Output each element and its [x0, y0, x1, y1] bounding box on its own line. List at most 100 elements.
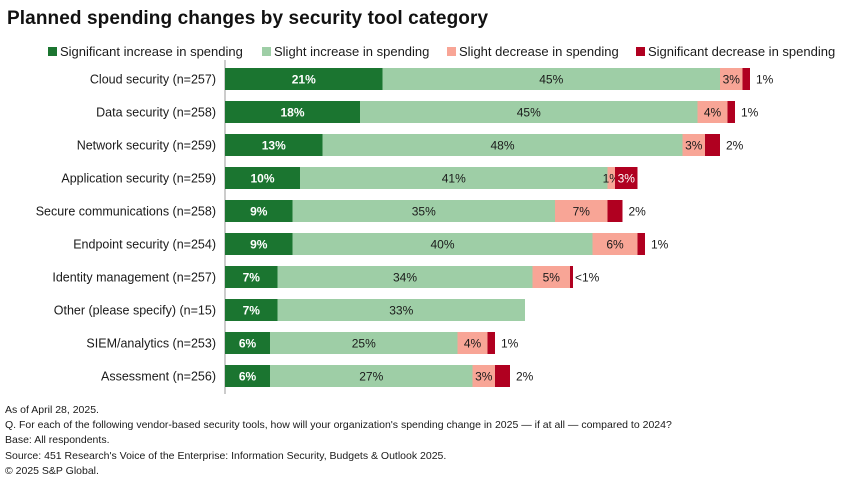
footer-question: Q. For each of the following vendor-base…: [5, 419, 672, 432]
data-label-significant-decrease-in-spending: 1%: [501, 337, 519, 351]
bar-segment-slight-increase-in-spending: [382, 68, 720, 90]
legend-label: Slight decrease in spending: [459, 44, 619, 59]
data-label-slight-increase-in-spending: 34%: [393, 271, 417, 285]
bar-segment-slight-increase-in-spending: [322, 134, 683, 156]
bar-segment-significant-increase-in-spending: [225, 68, 383, 90]
bar-segment-significant-increase-in-spending: [225, 266, 278, 288]
bar-row-application-security: Application security (n=259) 10% 41% 1%3%: [61, 167, 638, 189]
bar-segment-significant-decrease-in-spending: [742, 68, 750, 90]
footer-base: Base: All respondents.: [5, 434, 110, 447]
bar-segment-significant-decrease-in-spending: [487, 332, 495, 354]
bar-segment-slight-decrease-in-spending: [555, 200, 608, 222]
data-label-significant-increase-in-spending: 13%: [262, 139, 286, 153]
chart-title: Planned spending changes by security too…: [7, 8, 489, 29]
footer-notes: As of April 28, 2025. Q. For each of the…: [5, 403, 672, 479]
bar-segment-significant-decrease-in-spending: [705, 134, 720, 156]
legend-label: Significant decrease in spending: [648, 44, 836, 59]
legend-label: Slight increase in spending: [274, 44, 430, 59]
category-label: Endpoint security (n=254): [73, 238, 216, 252]
legend-item-significant-increase: Significant increase in spending: [48, 44, 243, 59]
bar-segment-significant-decrease-in-spending: [495, 365, 510, 387]
data-label-slight-increase-in-spending: 40%: [430, 238, 454, 252]
category-label: SIEM/analytics (n=253): [86, 337, 216, 351]
data-label-significant-increase-in-spending: 9%: [250, 238, 268, 252]
data-label-slight-decrease-in-spending: 3%: [685, 139, 703, 153]
data-label-slight-increase-in-spending: 45%: [517, 106, 541, 120]
legend-item-slight-decrease: Slight decrease in spending: [447, 44, 619, 59]
bar-segment-significant-decrease-in-spending: [727, 101, 735, 123]
bar-segment-slight-decrease-in-spending: [697, 101, 728, 123]
data-label-slight-decrease-in-spending: 5%: [543, 271, 561, 285]
category-label: Secure communications (n=258): [36, 205, 216, 219]
data-label-significant-increase-in-spending: 10%: [250, 172, 274, 186]
bar-segment-slight-increase-in-spending: [292, 233, 593, 255]
bar-segment-significant-decrease-in-spending: [570, 266, 573, 288]
bar-row-data-security: Data security (n=258) 18% 45% 4% 1%: [96, 101, 759, 123]
bar-segment-significant-increase-in-spending: [225, 134, 323, 156]
bar-segment-significant-increase-in-spending: [225, 167, 300, 189]
category-label: Identity management (n=257): [52, 271, 216, 285]
bar-segment-significant-increase-in-spending: [225, 332, 270, 354]
bar-segment-significant-increase-in-spending: [225, 233, 293, 255]
bar-segment-slight-decrease-in-spending: [682, 134, 705, 156]
bar-segment-slight-decrease-in-spending: [457, 332, 488, 354]
bar-segment-slight-increase-in-spending: [270, 332, 458, 354]
bar-row-endpoint-security: Endpoint security (n=254) 9% 40% 6% 1%: [73, 233, 669, 255]
legend-swatch-significant-increase: [48, 47, 57, 56]
category-label: Network security (n=259): [77, 139, 216, 153]
data-label-slight-increase-in-spending: 33%: [389, 304, 413, 318]
bar-row-siem-analytics: SIEM/analytics (n=253) 6% 25% 4% 1%: [86, 332, 519, 354]
data-label-significant-increase-in-spending: 7%: [243, 271, 261, 285]
legend: Significant increase in spending Slight …: [0, 44, 860, 60]
data-label-slight-decrease-in-spending: 4%: [704, 106, 722, 120]
stacked-bar-chart: Cloud security (n=257) 21% 45% 3% 1%Data sec…: [36, 60, 774, 394]
bar-segment-significant-increase-in-spending: [225, 101, 360, 123]
bar-segment-significant-increase-in-spending: [225, 299, 278, 321]
data-label-slight-increase-in-spending: 41%: [442, 172, 466, 186]
legend-swatch-slight-decrease: [447, 47, 456, 56]
data-label-slight-decrease-in-spending: 7%: [573, 205, 591, 219]
legend-swatch-significant-decrease: [636, 47, 645, 56]
category-label: Data security (n=258): [96, 106, 216, 120]
bar-segment-significant-decrease-in-spending: [615, 167, 638, 189]
bar-segment-slight-decrease-in-spending: [532, 266, 570, 288]
bar-segment-slight-increase-in-spending: [277, 299, 525, 321]
legend-item-slight-increase: Slight increase in spending: [262, 44, 429, 59]
data-label-significant-decrease-in-spending: <1%: [575, 271, 600, 285]
bar-segment-slight-increase-in-spending: [270, 365, 473, 387]
bar-segment-slight-increase-in-spending: [277, 266, 533, 288]
data-label-slight-decrease-in-spending: 3%: [723, 73, 741, 87]
data-label-slight-increase-in-spending: 45%: [539, 73, 563, 87]
legend-label: Significant increase in spending: [60, 44, 243, 59]
data-label-significant-increase-in-spending: 21%: [292, 73, 316, 87]
bar-row-other: Other (please specify) (n=15) 7% 33%: [54, 299, 525, 321]
category-label: Assessment (n=256): [101, 370, 216, 384]
bar-row-secure-communications: Secure communications (n=258) 9% 35% 7% 2%: [36, 200, 646, 222]
data-label-significant-decrease-in-spending: 1%: [741, 106, 759, 120]
footer-copyright: © 2025 S&P Global.: [5, 464, 99, 477]
bar-segment-significant-decrease-in-spending: [607, 200, 623, 222]
bar-segment-slight-decrease-in-spending: [720, 68, 743, 90]
bar-segment-slight-increase-in-spending: [300, 167, 608, 189]
bar-segment-significant-increase-in-spending: [225, 200, 293, 222]
data-label-significant-decrease-in-spending: 2%: [516, 370, 534, 384]
data-label-significant-decrease-in-spending: 1%: [756, 73, 774, 87]
data-label-slight-decrease-in-spending: 3%: [475, 370, 493, 384]
data-label-significant-increase-in-spending: 9%: [250, 205, 268, 219]
bar-segment-significant-increase-in-spending: [225, 365, 270, 387]
category-label: Cloud security (n=257): [90, 73, 216, 87]
data-label-significant-increase-in-spending: 18%: [280, 106, 304, 120]
legend-item-significant-decrease: Significant decrease in spending: [636, 44, 835, 59]
bar-segment-slight-increase-in-spending: [360, 101, 698, 123]
data-label-slight-increase-in-spending: 27%: [359, 370, 383, 384]
data-label-significant-decrease-in-spending: 2%: [629, 205, 647, 219]
footer-source: Source: 451 Research's Voice of the Ente…: [5, 449, 447, 462]
data-label-significant-increase-in-spending: 6%: [239, 337, 257, 351]
bar-row-cloud-security: Cloud security (n=257) 21% 45% 3% 1%: [90, 68, 774, 90]
bar-row-assessment: Assessment (n=256) 6% 27% 3% 2%: [101, 365, 534, 387]
data-label-slight-increase-in-spending: 25%: [352, 337, 376, 351]
footer-as-of: As of April 28, 2025.: [5, 404, 99, 416]
data-label-slight-increase-in-spending: 35%: [412, 205, 436, 219]
data-label-significant-decrease-in-spending: 1%: [651, 238, 669, 252]
data-label-significant-increase-in-spending: 7%: [243, 304, 261, 318]
